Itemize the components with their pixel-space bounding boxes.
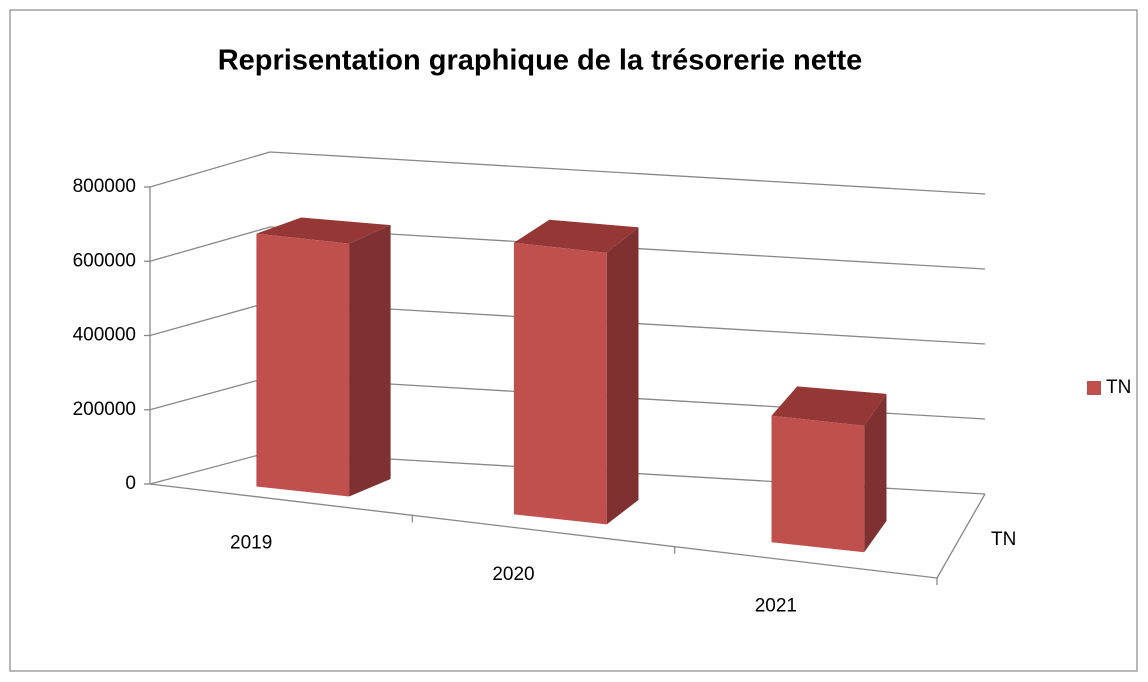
grid-line [149,301,271,337]
x-tick-label: 2020 [492,564,534,585]
bar [256,217,391,497]
depth-axis [936,493,986,579]
grid-line [149,226,271,262]
bar-top [513,219,639,253]
x-tick-label: 2019 [230,533,272,554]
grid-line [149,151,271,188]
y-tick-label: 0 [125,473,136,494]
legend-swatch [1087,381,1101,395]
x-axis [149,483,938,579]
y-tick-label: 200000 [73,399,136,420]
bar-front [513,242,607,525]
y-tick-label: 600000 [73,250,136,271]
grid-line [269,151,986,195]
chart-title: Reprisentation graphique de la trésoreri… [218,45,863,77]
grid-line [149,451,271,485]
bar-top [256,217,391,244]
bar-front [256,233,350,497]
bar-side [864,393,887,553]
bar-side [606,227,639,525]
y-tick-label: 400000 [73,325,136,346]
bar [771,386,887,553]
bar-top [771,386,887,426]
y-tick-label: 800000 [73,176,136,197]
grid-line [149,376,271,411]
legend-label: TN [1106,377,1131,398]
depth-axis-label: TN [991,529,1016,550]
bar-side [349,225,391,497]
x-tick-label: 2021 [755,595,797,616]
bar-front [771,415,865,553]
bar [513,219,639,525]
